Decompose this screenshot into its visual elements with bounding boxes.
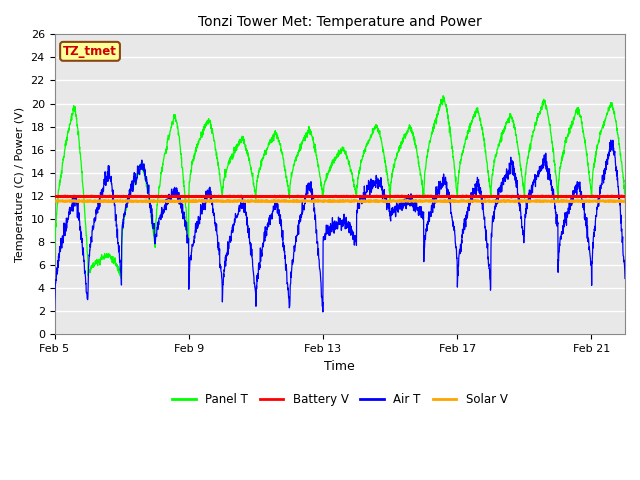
- Text: TZ_tmet: TZ_tmet: [63, 45, 117, 58]
- Y-axis label: Temperature (C) / Power (V): Temperature (C) / Power (V): [15, 107, 25, 262]
- X-axis label: Time: Time: [324, 360, 355, 372]
- Title: Tonzi Tower Met: Temperature and Power: Tonzi Tower Met: Temperature and Power: [198, 15, 482, 29]
- Legend: Panel T, Battery V, Air T, Solar V: Panel T, Battery V, Air T, Solar V: [167, 388, 512, 411]
